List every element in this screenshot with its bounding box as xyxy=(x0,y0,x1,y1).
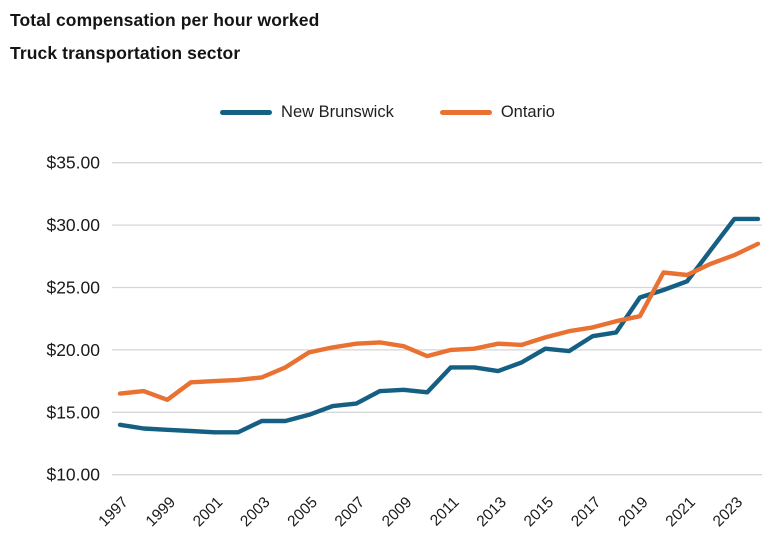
new-brunswick-line-swatch xyxy=(220,110,273,115)
legend-label-new-brunswick: New Brunswick xyxy=(281,103,394,121)
y-tick-label: $10.00 xyxy=(46,465,100,485)
chart-legend: New Brunswick Ontario xyxy=(0,103,775,122)
x-tick-label: 2017 xyxy=(568,494,604,530)
chart-title: Total compensation per hour worked xyxy=(10,10,320,30)
legend-label-ontario: Ontario xyxy=(500,103,555,121)
x-tick-label: 2023 xyxy=(710,494,746,530)
x-tick-label: 2009 xyxy=(379,494,415,530)
y-tick-label: $25.00 xyxy=(46,278,100,298)
x-tick-label: 2021 xyxy=(663,494,699,530)
legend-item-ontario: Ontario xyxy=(439,103,555,122)
legend-item-new-brunswick: New Brunswick xyxy=(220,103,394,122)
y-tick-label: $35.00 xyxy=(46,153,100,173)
x-tick-label: 2015 xyxy=(521,494,557,530)
x-tick-label: 2011 xyxy=(427,494,463,530)
x-tick-label: 1999 xyxy=(143,494,179,530)
x-tick-label: 2001 xyxy=(190,494,226,530)
y-tick-label: $15.00 xyxy=(46,402,100,422)
x-tick-label: 2003 xyxy=(237,494,273,530)
chart-subtitle: Truck transportation sector xyxy=(10,43,241,63)
series-line-ontario xyxy=(117,241,761,402)
x-tick-label: 2019 xyxy=(615,494,651,530)
series-line-new-brunswick xyxy=(117,216,761,435)
y-tick-label: $20.00 xyxy=(46,340,100,360)
x-tick-label: 1997 xyxy=(95,494,131,530)
x-tick-label: 2007 xyxy=(332,494,368,530)
ontario-line-swatch xyxy=(439,110,492,115)
x-tick-label: 2005 xyxy=(284,494,320,530)
y-tick-label: $30.00 xyxy=(46,215,100,235)
x-tick-label: 2013 xyxy=(473,494,509,530)
